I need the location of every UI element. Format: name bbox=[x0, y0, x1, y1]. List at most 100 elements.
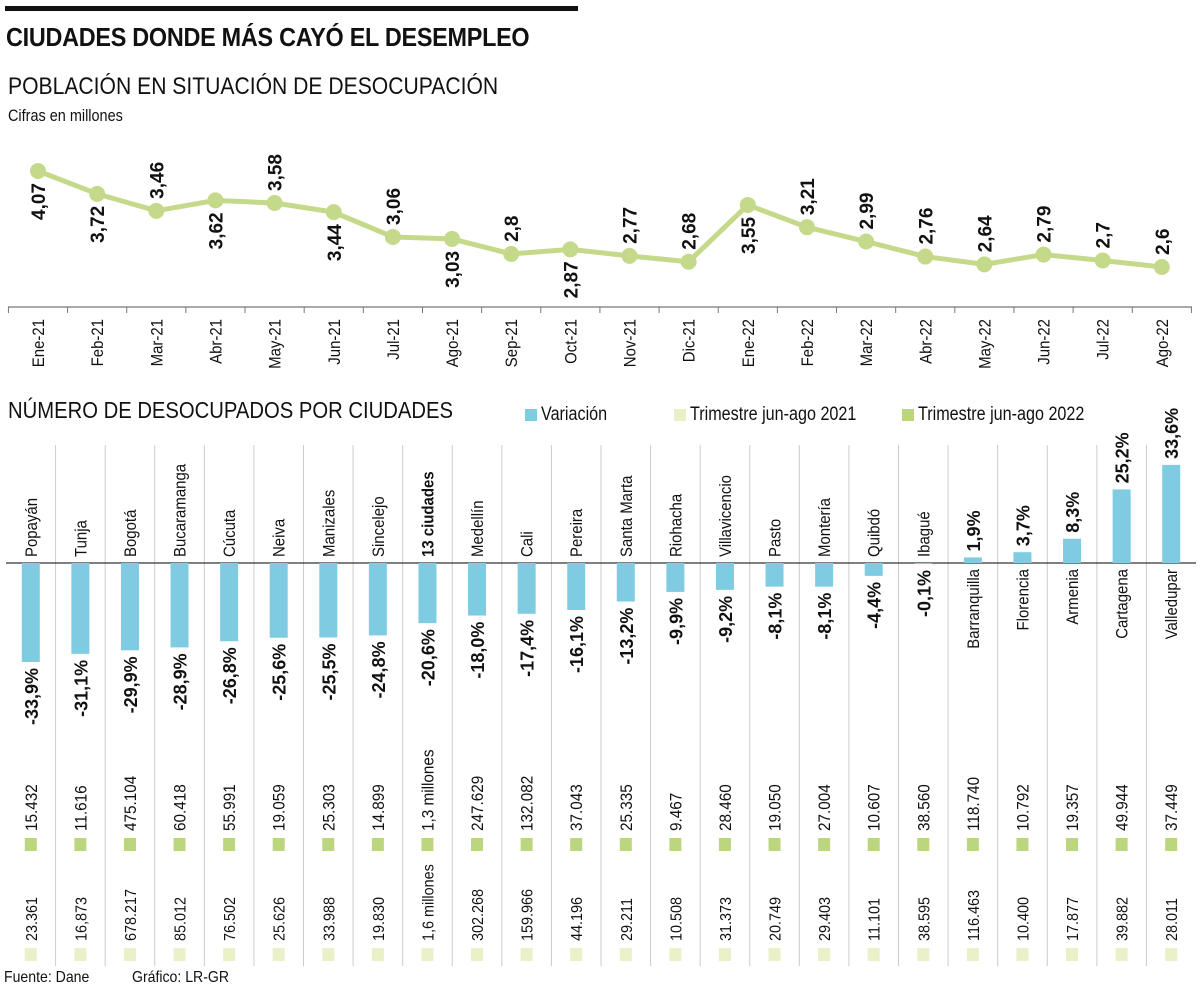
data-point bbox=[976, 256, 993, 273]
variation-bar bbox=[71, 563, 90, 654]
variation-bar bbox=[319, 563, 338, 638]
series-line bbox=[37, 168, 1163, 270]
trim-2021-marker bbox=[1066, 948, 1079, 961]
data-point bbox=[266, 194, 283, 211]
variation-bar bbox=[715, 563, 734, 590]
legend-swatch-trim-2022 bbox=[902, 409, 914, 421]
data-label: 2,8 bbox=[502, 216, 523, 242]
category-label: 13 ciudades bbox=[420, 471, 438, 557]
category-label: Armenia bbox=[1064, 569, 1082, 625]
variation-bar bbox=[616, 563, 635, 602]
x-tick-label: Abr-21 bbox=[208, 319, 226, 364]
trim-2022-marker bbox=[818, 838, 831, 851]
variation-label: 1,9% bbox=[964, 510, 984, 551]
trim-2021-value: 20.749 bbox=[767, 897, 785, 941]
trim-2021-value: 38.595 bbox=[916, 897, 934, 941]
trim-2021-value: 10.400 bbox=[1015, 897, 1033, 941]
data-label: 3,72 bbox=[88, 206, 109, 243]
data-point bbox=[621, 247, 638, 264]
trim-2021-marker bbox=[272, 948, 285, 961]
x-tick-label: Ene-22 bbox=[740, 319, 758, 367]
x-tick-label: Nov-21 bbox=[622, 319, 640, 367]
trim-2021-marker bbox=[74, 948, 87, 961]
variation-label: 3,7% bbox=[1013, 505, 1033, 546]
trim-2022-value: 247.629 bbox=[468, 776, 487, 831]
data-label: 3,55 bbox=[739, 217, 760, 254]
data-label: 2,64 bbox=[975, 215, 996, 252]
trim-2021-marker bbox=[1016, 948, 1029, 961]
trim-2022-value: 11.616 bbox=[72, 785, 91, 831]
data-label: 4,07 bbox=[29, 183, 50, 220]
variation-label: 25,2% bbox=[1113, 432, 1133, 483]
trim-2022-value: 14.899 bbox=[369, 784, 388, 831]
variation-bar bbox=[666, 563, 685, 592]
trim-2022-value: 55.991 bbox=[220, 784, 239, 831]
line-chart: 4,07 Ene-21 3,72 Feb-21 3,46 Mar-21 3,62 Abr-21… bbox=[7, 154, 1192, 369]
line-chart-subtitle: Cifras en millones bbox=[8, 106, 123, 125]
trim-2021-value: 17.877 bbox=[1064, 897, 1082, 941]
data-point bbox=[384, 228, 401, 245]
data-label: 2,99 bbox=[857, 193, 878, 230]
trim-2022-marker bbox=[669, 838, 682, 851]
trim-2021-marker bbox=[322, 948, 335, 961]
trim-2021-marker bbox=[669, 948, 682, 961]
trim-2022-value: 19.357 bbox=[1063, 784, 1082, 831]
trim-2022-value: 60.418 bbox=[171, 784, 190, 831]
trim-2021-marker bbox=[223, 948, 236, 961]
x-tick-label: Jun-22 bbox=[1036, 319, 1054, 365]
x-tick-label: Sep-21 bbox=[503, 319, 521, 367]
trim-2022-value: 10.792 bbox=[1014, 784, 1033, 831]
variation-label: -20,6% bbox=[418, 629, 438, 686]
legend-item-trim-2021: Trimestre jun-ago 2021 bbox=[674, 403, 886, 427]
data-point bbox=[680, 253, 697, 270]
variation-bar bbox=[468, 563, 487, 616]
variation-label: -0,1% bbox=[914, 570, 934, 617]
legend-swatch-trim-2021 bbox=[674, 409, 686, 421]
category-label: Riohacha bbox=[668, 494, 686, 557]
trim-2022-marker bbox=[520, 838, 533, 851]
variation-bar bbox=[368, 563, 387, 636]
credit-note: Gráfico: LR-GR bbox=[132, 969, 230, 986]
x-tick-label: Ago-22 bbox=[1154, 319, 1172, 367]
category-label: Bogotá bbox=[122, 510, 140, 557]
trim-2022-marker bbox=[1016, 838, 1029, 851]
variation-label: -8,1% bbox=[815, 593, 835, 640]
trim-2021-value: 85.012 bbox=[172, 897, 190, 941]
trim-2022-marker bbox=[223, 838, 236, 851]
category-label: Quibdó bbox=[866, 509, 884, 557]
trim-2021-value: 23.361 bbox=[23, 897, 41, 941]
trim-2022-marker bbox=[768, 838, 781, 851]
category-label: Sincelejo bbox=[370, 496, 388, 557]
data-label: 3,21 bbox=[798, 178, 819, 215]
variation-bar bbox=[170, 563, 189, 648]
trim-2022-value: 9.467 bbox=[667, 793, 686, 831]
trim-2022-value: 25.335 bbox=[617, 784, 636, 831]
trim-2022-value: 37.043 bbox=[567, 784, 586, 831]
trim-2021-value: 11.101 bbox=[866, 898, 884, 941]
trim-2021-marker bbox=[123, 948, 136, 961]
variation-label: -29,9% bbox=[121, 656, 141, 713]
data-point bbox=[798, 219, 815, 236]
variation-label: -17,4% bbox=[518, 620, 538, 677]
variation-bar bbox=[963, 557, 982, 563]
category-label: Cartagena bbox=[1114, 569, 1132, 639]
variation-label: -28,9% bbox=[171, 653, 191, 710]
variation-bar bbox=[220, 563, 239, 642]
variation-label: -16,1% bbox=[567, 616, 587, 673]
trim-2021-marker bbox=[619, 948, 632, 961]
trim-2021-marker bbox=[570, 948, 583, 961]
trim-2022-marker bbox=[471, 838, 484, 851]
legend-item-variacion: Variación bbox=[525, 403, 619, 427]
trim-2021-marker bbox=[768, 948, 781, 961]
variation-label: 33,6% bbox=[1162, 408, 1182, 459]
trim-2022-value: 25.303 bbox=[320, 784, 339, 831]
variation-label: 8,3% bbox=[1063, 492, 1083, 533]
legend-label-trim-2021: Trimestre jun-ago 2021 bbox=[690, 404, 857, 425]
x-tick-label: Mar-22 bbox=[858, 319, 876, 366]
trim-2022-value: 118.740 bbox=[964, 777, 983, 831]
category-label: Medellín bbox=[469, 500, 487, 557]
trim-2021-value: 10.508 bbox=[668, 897, 686, 941]
category-label: Cúcuta bbox=[221, 510, 239, 557]
trim-2021-marker bbox=[520, 948, 533, 961]
